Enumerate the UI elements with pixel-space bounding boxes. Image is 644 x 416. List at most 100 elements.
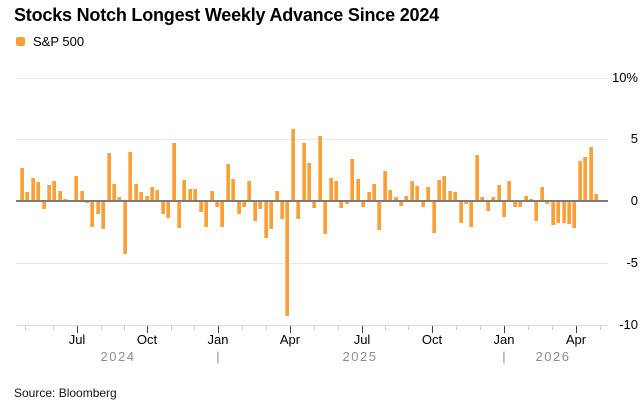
data-bar [172,143,176,201]
year-label: 2025 [342,349,378,364]
data-bar [134,184,138,201]
x-major-tick [362,326,363,333]
data-bar [459,202,463,223]
x-minor-tick [480,326,481,330]
data-bar [589,147,593,201]
data-bar [388,190,392,201]
data-bar [161,202,165,214]
chart-title: Stocks Notch Longest Weekly Advance Sinc… [14,5,439,25]
data-bar [188,189,192,201]
x-axis-month-label: Jul [353,332,371,347]
data-bar [242,202,246,207]
data-bar [486,202,490,211]
data-bar [90,202,94,227]
data-bar [80,191,84,201]
data-bar [356,179,360,201]
x-minor-tick [314,326,315,330]
year-separator: | [502,349,506,364]
data-bar [399,202,403,206]
data-bar [545,202,549,204]
x-minor-tick [124,326,125,330]
data-bar [269,202,273,229]
data-bar [20,168,24,201]
data-bar [383,171,387,201]
x-axis-month-label: Jan [207,332,229,347]
x-axis-month-label: Jul [68,332,86,347]
x-minor-tick [338,326,339,330]
data-bar [551,202,555,225]
x-minor-tick [528,326,529,330]
data-bar [258,202,262,209]
data-bar [432,202,436,233]
data-bar [177,202,181,228]
data-bar [291,129,295,201]
data-bar [394,197,398,201]
data-bar [421,202,425,207]
data-bar [372,184,376,201]
data-bar [231,179,235,201]
data-bar [36,182,40,201]
y-gridline [16,139,608,140]
y-axis-label: -10 [619,317,638,332]
data-bar [578,161,582,201]
data-bar [518,202,522,207]
y-axis-label: -5 [626,255,638,270]
data-bar [139,192,143,201]
data-bar [285,202,289,316]
data-bar [583,157,587,201]
data-bar [480,197,484,201]
data-bar [534,202,538,221]
x-minor-tick [552,326,553,330]
x-major-tick [576,326,577,333]
data-bar [296,202,300,219]
data-bar [497,185,501,201]
data-bar [329,178,333,201]
data-bar [594,194,598,201]
data-bar [334,181,338,201]
x-minor-tick [53,326,54,330]
data-bar [128,152,132,201]
x-minor-tick [101,326,102,330]
x-minor-tick [242,326,243,330]
legend-swatch-icon [16,37,25,46]
x-minor-tick [266,326,267,330]
data-bar [96,202,100,214]
x-minor-tick [385,326,386,330]
year-label: 2026 [535,349,571,364]
data-bar [193,189,197,201]
y-gridline [16,263,608,264]
zero-baseline [16,200,608,202]
data-bar [74,176,78,201]
data-bar [52,181,56,201]
data-bar [112,184,116,201]
data-bar [307,163,311,201]
data-bar [150,187,154,201]
legend: S&P 500 [16,34,84,49]
data-bar [453,192,457,201]
data-bar [410,181,414,201]
data-bar [469,202,473,227]
data-bar [247,181,251,201]
source-note: Source: Bloomberg [14,386,117,400]
y-axis-label: 0 [630,193,638,208]
data-bar [210,191,214,201]
data-bar [437,180,441,201]
data-bar [155,190,159,201]
data-bar [31,178,35,201]
data-bar [361,202,365,207]
data-bar [502,202,506,217]
data-bar [204,202,208,227]
y-axis-label: 10% [611,70,638,85]
data-bar [507,181,511,201]
data-bar [415,186,419,201]
data-bar [253,202,257,221]
data-bar [350,159,354,201]
x-minor-tick [171,326,172,330]
x-axis-month-label: Apr [279,332,301,347]
x-major-tick [218,326,219,333]
data-bar [182,180,186,201]
year-label: 2024 [100,349,136,364]
data-bar [562,202,566,223]
data-bar [47,185,51,201]
x-minor-tick [25,326,26,330]
